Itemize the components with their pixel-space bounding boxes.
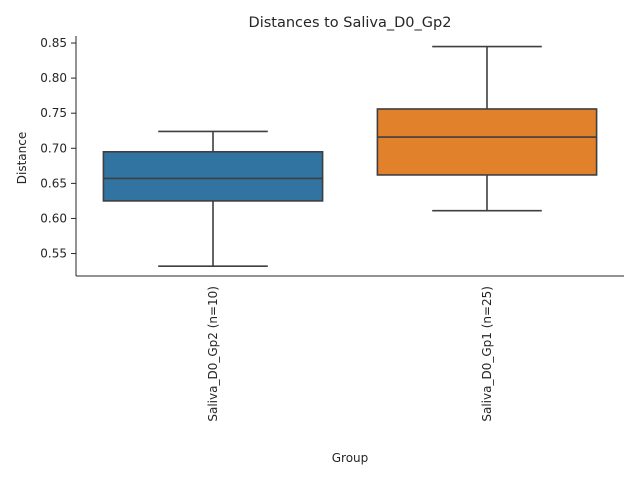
y-axis-label: Distance	[15, 132, 29, 184]
box-1	[102, 130, 324, 267]
y-tick-label: 0.75	[40, 106, 67, 120]
x-tick-label: Saliva_D0_Gp2 (n=10)	[206, 286, 220, 422]
y-tick-label: 0.55	[40, 247, 67, 261]
axes-spines	[75, 36, 624, 277]
box-body	[376, 108, 598, 176]
boxes-group	[102, 45, 598, 267]
y-tick-label: 0.60	[40, 211, 67, 225]
y-tick-label: 0.65	[40, 176, 67, 190]
y-tick-label: 0.70	[40, 141, 67, 155]
x-axis-label: Group	[332, 451, 369, 465]
y-tick-label: 0.85	[40, 36, 67, 50]
y-axis: 0.55 0.60 0.65 0.70 0.75 0.80 0.85	[40, 36, 76, 261]
box-2	[376, 45, 598, 212]
y-tick-label: 0.80	[40, 71, 67, 85]
x-tick-label: Saliva_D0_Gp1 (n=25)	[480, 286, 494, 422]
chart-title: Distances to Saliva_D0_Gp2	[249, 15, 452, 31]
x-axis: Saliva_D0_Gp2 (n=10) Saliva_D0_Gp1 (n=25)	[206, 286, 494, 422]
box-body	[102, 150, 324, 202]
